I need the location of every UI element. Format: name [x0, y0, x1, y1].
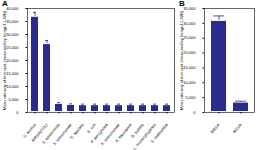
svg-text:5,000: 5,000	[8, 97, 19, 102]
svg-text:20,000: 20,000	[6, 58, 19, 63]
svg-text:P. aeruginosa: P. aeruginosa	[89, 122, 109, 145]
svg-text:Mean intensity of test spot (m: Mean intensity of test spot (measured by…	[179, 10, 184, 110]
svg-text:K. pneumoniae: K. pneumoniae	[99, 122, 121, 147]
svg-text:25,000: 25,000	[6, 45, 19, 50]
svg-text:B. subtilis: B. subtilis	[129, 122, 145, 139]
svg-text:25,000: 25,000	[183, 35, 196, 40]
svg-text:10,000: 10,000	[6, 84, 19, 89]
svg-text:20,000: 20,000	[183, 50, 196, 55]
svg-text:A. baumannii: A. baumannii	[114, 122, 133, 143]
svg-text:S. epidermidis: S. epidermidis	[40, 122, 61, 145]
svg-text:30,000: 30,000	[183, 21, 196, 26]
svg-text:S. maltophilia: S. maltophilia	[149, 122, 169, 144]
svg-text:15,000: 15,000	[183, 65, 196, 70]
svg-text:E. coli: E. coli	[86, 122, 97, 134]
svg-text:35,000: 35,000	[183, 6, 196, 11]
html-text:A: A	[2, 0, 8, 8]
svg-text:40,000: 40,000	[6, 6, 19, 11]
svg-text:MRSA(COL): MRSA(COL)	[30, 122, 49, 143]
svg-text:MSSA: MSSA	[232, 122, 243, 134]
svg-text:30,000: 30,000	[6, 32, 19, 37]
svg-text:E. faecalis: E. faecalis	[69, 122, 85, 139]
svg-text:0: 0	[16, 110, 19, 115]
svg-text:S. aureus: S. aureus	[21, 122, 37, 139]
svg-text:Mean intensity of test spot (m: Mean intensity of test spot (measured by…	[2, 10, 7, 110]
svg-text:0: 0	[193, 110, 196, 115]
html-text:B: B	[179, 0, 185, 8]
svg-text:35,000: 35,000	[6, 19, 19, 24]
svg-text:MRSA: MRSA	[209, 122, 220, 134]
svg-text:15,000: 15,000	[6, 71, 19, 76]
svg-text:5,000: 5,000	[185, 95, 196, 100]
svg-text:S. pneumoniae: S. pneumoniae	[51, 122, 73, 147]
svg-text:10,000: 10,000	[183, 80, 196, 85]
